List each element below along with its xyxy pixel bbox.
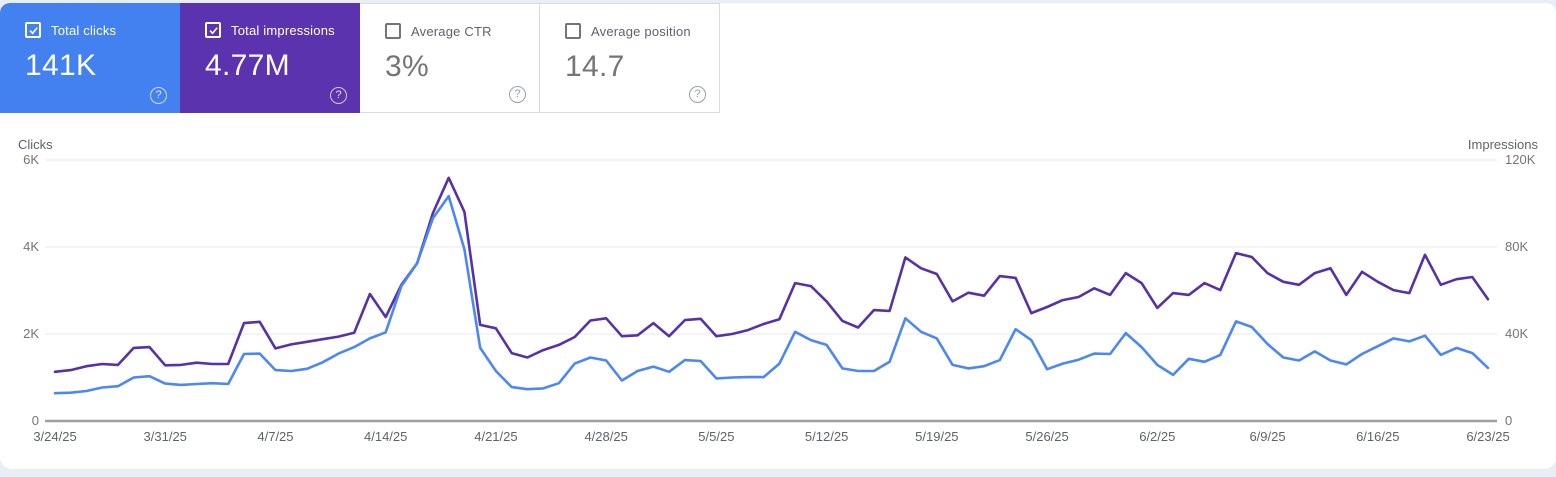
checkbox-unchecked-icon[interactable] xyxy=(385,23,401,39)
x-axis-tick: 4/28/25 xyxy=(584,429,627,444)
left-axis-tick: 0 xyxy=(32,413,39,428)
x-axis-tick: 4/14/25 xyxy=(364,429,407,444)
metric-card-header: Average position xyxy=(565,23,701,39)
help-icon[interactable]: ? xyxy=(150,87,167,104)
x-axis-tick: 6/23/25 xyxy=(1466,429,1509,444)
metric-card-value: 141K xyxy=(25,49,97,82)
metric-card-label: Average position xyxy=(591,23,691,39)
left-axis-title: Clicks xyxy=(18,137,53,152)
metric-card-average-ctr[interactable]: Average CTR 3% ? xyxy=(360,3,540,113)
checkbox-unchecked-icon[interactable] xyxy=(565,23,581,39)
x-axis-tick: 5/26/25 xyxy=(1025,429,1068,444)
metric-card-value: 14.7 xyxy=(565,50,625,83)
checkbox-checked-icon[interactable] xyxy=(205,22,221,38)
metric-card-value: 3% xyxy=(385,50,429,83)
series-line-impressions[interactable] xyxy=(53,176,1490,374)
metric-card-label: Total impressions xyxy=(231,22,335,38)
metric-card-header: Average CTR xyxy=(385,23,521,39)
x-axis-tick: 4/21/25 xyxy=(474,429,517,444)
right-axis-title: Impressions xyxy=(1467,137,1538,152)
series-line-clicks[interactable] xyxy=(53,194,1490,395)
metric-card-total-impressions[interactable]: Total impressions 4.77M ? xyxy=(180,3,360,113)
right-axis-tick: 80K xyxy=(1505,239,1528,254)
right-axis-tick: 120K xyxy=(1505,152,1536,167)
metric-card-total-clicks[interactable]: Total clicks 141K ? xyxy=(0,3,180,113)
right-axis-tick: 40K xyxy=(1505,326,1528,341)
checkbox-checked-icon[interactable] xyxy=(25,22,41,38)
metric-card-label: Total clicks xyxy=(51,22,117,38)
x-axis-tick: 4/7/25 xyxy=(257,429,293,444)
metric-card-average-position[interactable]: Average position 14.7 ? xyxy=(540,3,720,113)
x-axis-tick: 5/5/25 xyxy=(698,429,734,444)
left-axis-tick: 2K xyxy=(23,326,39,341)
x-axis-tick: 3/31/25 xyxy=(144,429,187,444)
metric-cards-row: Total clicks 141K ? Total impressions 4.… xyxy=(0,3,720,113)
x-axis-tick: 3/24/25 xyxy=(33,429,76,444)
metric-card-value: 4.77M xyxy=(205,49,290,82)
x-axis-tick: 6/16/25 xyxy=(1356,429,1399,444)
metric-card-header: Total impressions xyxy=(205,22,342,38)
x-axis-tick: 6/2/25 xyxy=(1139,429,1175,444)
x-axis-tick: 6/9/25 xyxy=(1249,429,1285,444)
help-icon[interactable]: ? xyxy=(689,86,706,103)
right-axis-tick: 0 xyxy=(1505,413,1512,428)
help-icon[interactable]: ? xyxy=(509,86,526,103)
left-axis-tick: 4K xyxy=(23,239,39,254)
left-axis-tick: 6K xyxy=(23,152,39,167)
help-icon[interactable]: ? xyxy=(330,87,347,104)
x-axis-tick: 5/19/25 xyxy=(915,429,958,444)
x-axis-tick: 5/12/25 xyxy=(805,429,848,444)
metric-card-label: Average CTR xyxy=(411,23,492,39)
metric-card-header: Total clicks xyxy=(25,22,162,38)
